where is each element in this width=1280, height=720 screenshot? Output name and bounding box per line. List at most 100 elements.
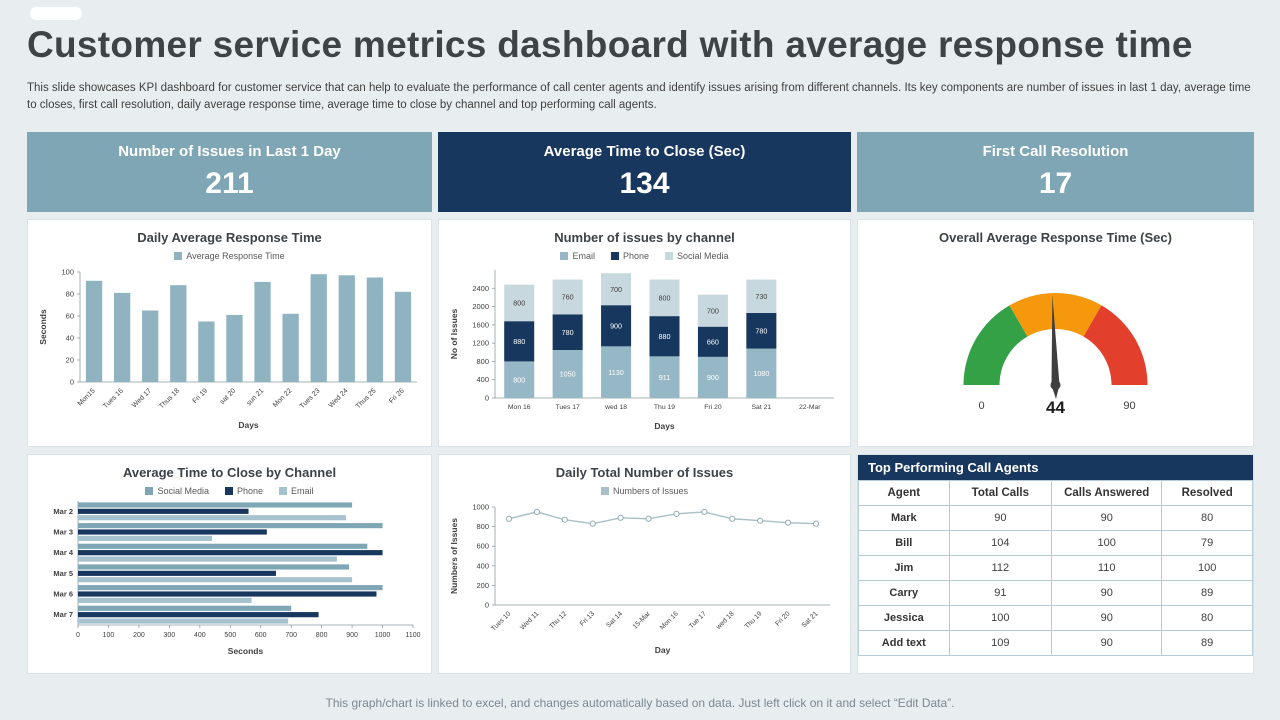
kpi-label: Number of Issues in Last 1 Day [118,142,341,160]
svg-text:40: 40 [66,333,74,342]
chart-title: Daily Average Response Time [137,229,322,245]
svg-text:700: 700 [610,284,622,293]
svg-text:Thu 19: Thu 19 [654,404,675,411]
svg-text:400: 400 [476,561,489,570]
svg-text:0: 0 [485,600,489,609]
svg-text:900: 900 [346,632,358,639]
legend-label: Average Response Time [186,250,285,261]
panel-average-time-to-close-by-channel[interactable]: Average Time to Close by Channel Social … [27,453,432,674]
issues-by-channel-chart[interactable]: 0 400 800 1200 1600 2000 2400 800 880 800 Mon 16 10… [447,264,842,432]
agents-table[interactable]: Agent Total Calls Calls Answered Resolved Ma… [858,479,1253,656]
svg-text:Sat 21: Sat 21 [752,404,772,411]
value-cell: 100 [1051,529,1163,556]
svg-text:880: 880 [659,331,671,340]
svg-text:1000: 1000 [375,632,391,639]
svg-text:Numbers of Issues: Numbers of Issues [449,517,459,593]
svg-text:Thu 19: Thu 19 [744,610,764,630]
svg-text:1200: 1200 [472,338,489,347]
legend-item: Social Media [665,250,729,262]
svg-text:880: 880 [513,336,525,345]
svg-text:800: 800 [513,298,525,307]
legend-item: Phone [610,250,649,262]
svg-text:Fri 20: Fri 20 [774,610,791,627]
svg-text:Mar 2: Mar 2 [53,506,73,515]
svg-text:730: 730 [755,291,767,300]
svg-text:Mon 16: Mon 16 [508,404,531,411]
panel-top-performing-agents[interactable]: Top Performing Call Agents Agent Total Ca… [857,453,1254,674]
overall-average-response-gauge[interactable]: 0 90 44 [866,247,1245,429]
svg-text:911: 911 [659,372,670,381]
svg-text:Mon 16: Mon 16 [659,610,680,631]
value-cell: 104 [948,529,1053,556]
svg-text:200: 200 [476,580,489,589]
kpi-label: First Call Resolution [982,142,1129,160]
table-row: Bill 104 100 79 [858,529,1253,556]
legend-item: Phone [224,485,263,497]
legend-label: Phone [622,250,649,261]
svg-text:660: 660 [707,337,719,346]
svg-text:600: 600 [255,632,267,639]
chart-title: Number of issues by channel [554,229,735,245]
svg-text:Fri 26: Fri 26 [388,387,406,405]
svg-text:Wed 24: Wed 24 [328,387,350,409]
svg-text:Fri 19: Fri 19 [192,387,210,405]
table-row: Jim 112 110 100 [858,554,1253,581]
kpi-first-call-resolution: First Call Resolution 17 [857,131,1254,212]
svg-text:900: 900 [707,373,719,382]
svg-text:wed 18: wed 18 [715,610,736,631]
agent-name-cell: Carry [858,579,950,606]
panel-overall-average-response-time[interactable]: Overall Average Response Time (Sec) 0 90 4… [857,218,1254,447]
svg-text:Tues 16: Tues 16 [102,387,125,410]
svg-text:300: 300 [164,632,176,639]
svg-text:800: 800 [476,522,489,531]
chart-legend: Average Response Time [36,250,423,262]
svg-text:100: 100 [61,267,74,276]
panel-daily-average-response-time[interactable]: Daily Average Response Time Average Resp… [27,218,432,447]
svg-text:Tues 23: Tues 23 [299,387,322,410]
value-cell: 100 [1161,554,1253,581]
daily-total-issues-chart[interactable]: 0 200 400 600 800 1000 Tues 10 Wed 11 Thu 12 Fri … [447,499,842,657]
svg-text:Mon15: Mon15 [77,387,97,407]
legend-item: Social Media [145,485,209,497]
legend-swatch [145,486,154,495]
svg-text:800: 800 [476,356,489,365]
legend-label: Social Media [157,485,209,496]
legend-label: Email [572,250,595,261]
agent-name-cell: Jim [858,554,950,581]
svg-text:Wed 17: Wed 17 [131,387,153,409]
legend-swatch [279,486,288,495]
svg-text:Thu 12: Thu 12 [548,610,568,630]
legend-swatch [665,251,673,260]
svg-text:Tues 10: Tues 10 [490,610,512,632]
footer-note: This graph/chart is linked to excel, and… [325,696,955,710]
value-cell: 89 [1161,629,1253,656]
svg-text:No of Issues: No of Issues [449,308,459,359]
svg-text:Mon 22: Mon 22 [272,387,294,409]
logo-placeholder [30,7,82,20]
svg-text:800: 800 [513,375,525,384]
legend-swatch [560,251,569,260]
value-cell: 89 [1161,579,1253,606]
page-title: Customer service metrics dashboard with … [27,24,1193,65]
kpi-value: 134 [619,166,670,200]
charts-row-2: Average Time to Close by Channel Social … [27,453,1254,674]
value-cell: 109 [948,629,1053,656]
agent-name-cell: Jessica [858,604,950,631]
panel-daily-total-issues[interactable]: Daily Total Number of Issues Numbers of … [438,453,851,674]
value-cell: 90 [1051,504,1163,531]
daily-average-response-time-chart[interactable]: 0 20 40 60 80 100 Mon15 Tues 16 Wed 17 Thus 18 Fri… [36,264,423,432]
svg-text:Mar 7: Mar 7 [53,610,73,619]
average-time-to-close-chart[interactable]: 0 100 200 300 400 500 600 700 800 900 1000 1100 Mar … [36,499,423,657]
column-header: Resolved [1161,479,1253,506]
panel-issues-by-channel[interactable]: Number of issues by channel Email Phone So… [438,218,851,447]
svg-text:2000: 2000 [472,302,489,311]
svg-text:Days: Days [654,421,675,431]
value-cell: 91 [948,579,1053,606]
svg-text:760: 760 [562,292,574,301]
svg-text:Fri 13: Fri 13 [579,610,596,627]
svg-text:400: 400 [476,375,489,384]
svg-text:sun 21: sun 21 [246,387,266,407]
svg-text:Sat 14: Sat 14 [605,610,624,629]
legend-swatch [224,486,233,495]
svg-text:1130: 1130 [608,367,623,376]
